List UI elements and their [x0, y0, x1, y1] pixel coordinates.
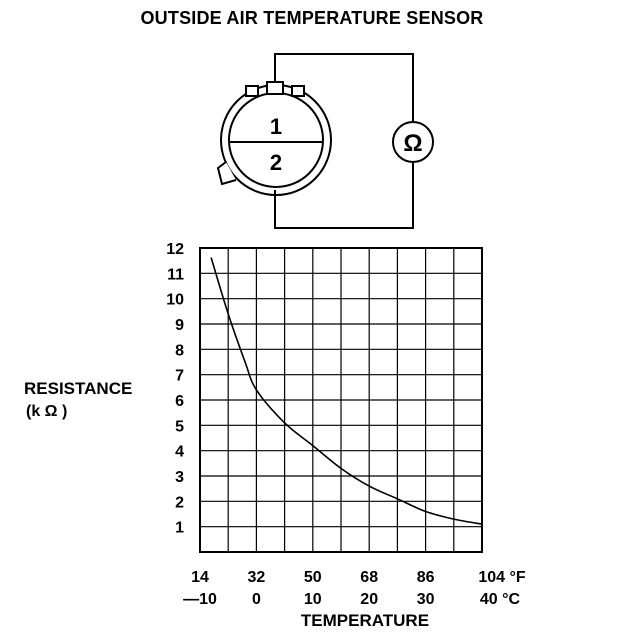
- y-tick-label: 6: [175, 393, 184, 410]
- x-tick-label-fahrenheit: 14: [191, 569, 209, 586]
- y-tick-label: 7: [175, 368, 184, 385]
- y-axis-label-line2: (k Ω ): [26, 403, 67, 420]
- x-axis-label: TEMPERATURE: [301, 611, 429, 630]
- connector-outer-ring: [220, 84, 332, 196]
- page-title: OUTSIDE AIR TEMPERATURE SENSOR: [140, 8, 484, 28]
- chart-grid: [200, 247, 482, 552]
- x-tick-label-celsius: —10: [183, 591, 217, 608]
- y-tick-label: 3: [175, 469, 184, 486]
- ohm-symbol: Ω: [403, 130, 422, 157]
- data-point: [244, 361, 246, 363]
- y-tick-label: 12: [166, 241, 184, 258]
- x-tick-label-fahrenheit: 32: [248, 569, 266, 586]
- data-point: [368, 485, 371, 487]
- connector-tab-center: [266, 81, 284, 95]
- plot-frame: [199, 247, 483, 553]
- y-tick-label: 1: [175, 520, 184, 537]
- x-tick-label-fahrenheit: 86: [417, 569, 435, 586]
- data-point: [424, 510, 427, 513]
- y-tick-label: 8: [175, 342, 184, 359]
- terminal-2-label: 2: [270, 150, 282, 175]
- connector-tab-right: [291, 85, 305, 97]
- terminal-1-label: 1: [270, 114, 282, 139]
- y-tick-label: 11: [167, 266, 184, 283]
- x-tick-label-fahrenheit: 104 °F: [478, 569, 526, 586]
- y-tick-label: 9: [175, 317, 184, 334]
- x-tick-labels: 14 32 50 68 86 104 °F —10 0 10 20 30 40 °C: [183, 569, 526, 608]
- series-curve: [210, 257, 483, 525]
- x-tick-label-celsius: 20: [360, 591, 378, 608]
- series-points: [210, 257, 483, 525]
- sensor-wiring-diagram: [216, 53, 434, 229]
- data-point: [255, 389, 258, 391]
- data-point: [312, 444, 314, 447]
- x-tick-label-celsius: 0: [252, 591, 261, 608]
- ohmmeter-circle: [392, 121, 434, 163]
- y-tick-label: 4: [175, 444, 184, 461]
- y-tick-label: 10: [166, 292, 184, 309]
- y-axis-label-line1: RESISTANCE: [24, 379, 132, 398]
- data-point: [396, 498, 399, 500]
- x-tick-label-celsius: 10: [304, 591, 322, 608]
- x-tick-label-fahrenheit: 68: [360, 569, 378, 586]
- data-point: [210, 257, 213, 259]
- x-tick-label-fahrenheit: 50: [304, 569, 322, 586]
- x-tick-label-celsius: 30: [417, 591, 435, 608]
- data-point: [340, 467, 342, 470]
- data-point: [227, 313, 229, 315]
- y-tick-label: 2: [175, 494, 184, 511]
- data-point: [283, 422, 286, 424]
- x-tick-label-celsius: 40 °C: [480, 591, 521, 608]
- wire-bottom: [274, 162, 414, 229]
- connector-tab-left: [245, 85, 259, 97]
- wire-top: [274, 53, 414, 122]
- y-tick-label: 5: [175, 418, 184, 435]
- data-point: [481, 523, 483, 525]
- data-point: [453, 518, 455, 520]
- connector-latch: [216, 161, 237, 186]
